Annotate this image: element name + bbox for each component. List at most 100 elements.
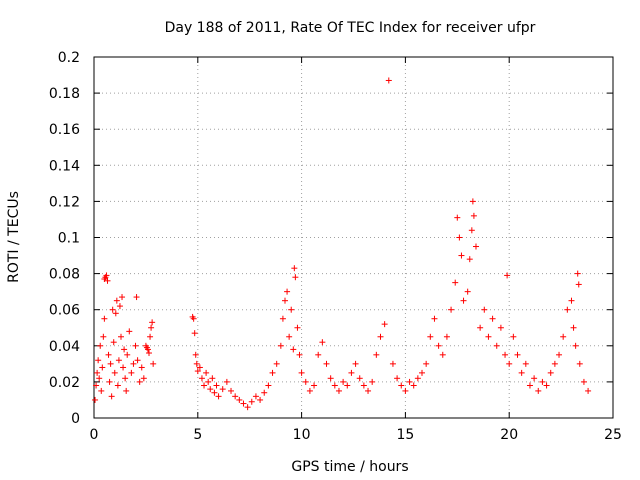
data-point xyxy=(576,360,583,367)
data-point xyxy=(106,378,113,385)
data-point xyxy=(435,342,442,349)
data-point xyxy=(427,333,434,340)
x-tick-label: 15 xyxy=(396,427,414,443)
y-tick-label: 0.02 xyxy=(49,375,80,391)
data-point xyxy=(410,382,417,389)
y-axis-label: ROTI / TECUs xyxy=(6,191,22,283)
data-point xyxy=(419,369,426,376)
data-point xyxy=(95,357,102,364)
data-point xyxy=(377,333,384,340)
data-point xyxy=(111,369,118,376)
y-tick-label: 0.1 xyxy=(58,231,80,247)
data-point xyxy=(439,351,446,358)
data-point xyxy=(107,360,114,367)
data-point xyxy=(104,277,111,284)
data-point xyxy=(452,279,459,286)
data-point xyxy=(464,288,471,295)
data-point xyxy=(120,364,127,371)
data-point xyxy=(518,369,525,376)
y-tick-label: 0.16 xyxy=(49,122,80,138)
data-point xyxy=(232,393,239,400)
data-point xyxy=(414,375,421,382)
data-point xyxy=(211,389,218,396)
data-point xyxy=(252,393,259,400)
data-point xyxy=(236,396,243,403)
data-point xyxy=(119,294,126,301)
data-point xyxy=(323,360,330,367)
data-point xyxy=(207,386,214,393)
data-point xyxy=(311,382,318,389)
data-point xyxy=(352,360,359,367)
data-point xyxy=(585,387,592,394)
data-point xyxy=(192,351,199,358)
data-point xyxy=(344,382,351,389)
data-point xyxy=(113,297,120,304)
data-point xyxy=(288,306,295,313)
data-points xyxy=(92,77,592,411)
data-point xyxy=(493,342,500,349)
data-point xyxy=(564,306,571,313)
data-point xyxy=(248,398,255,405)
y-tick-label: 0.14 xyxy=(49,158,80,174)
data-point xyxy=(497,324,504,331)
y-tick-label: 0.18 xyxy=(49,86,80,102)
data-point xyxy=(456,234,463,241)
data-point xyxy=(402,387,409,394)
data-point xyxy=(134,357,141,364)
data-point xyxy=(97,342,104,349)
data-point xyxy=(290,346,297,353)
data-point xyxy=(132,342,139,349)
data-point xyxy=(281,297,288,304)
data-point xyxy=(296,351,303,358)
data-point xyxy=(292,274,299,281)
data-point xyxy=(556,351,563,358)
data-point xyxy=(385,77,392,84)
data-point xyxy=(423,360,430,367)
data-point xyxy=(190,315,197,322)
data-point xyxy=(136,378,143,385)
data-point xyxy=(535,387,542,394)
data-point xyxy=(298,369,305,376)
x-axis-label: GPS time / hours xyxy=(291,459,408,475)
data-point xyxy=(472,243,479,250)
data-point xyxy=(193,360,200,367)
data-point xyxy=(108,393,115,400)
data-point xyxy=(327,375,334,382)
data-point xyxy=(466,256,473,263)
data-point xyxy=(547,369,554,376)
data-point xyxy=(574,270,581,277)
data-point xyxy=(209,375,216,382)
data-point xyxy=(93,382,100,389)
x-tick-label: 10 xyxy=(293,427,311,443)
data-point xyxy=(286,333,293,340)
data-point xyxy=(294,324,301,331)
data-point xyxy=(522,360,529,367)
data-point xyxy=(575,281,582,288)
y-tick-label: 0.08 xyxy=(49,267,80,283)
data-point xyxy=(284,288,291,295)
data-point xyxy=(454,214,461,221)
chart-title: Day 188 of 2011, Rate Of TEC Index for r… xyxy=(165,20,536,36)
data-point xyxy=(213,382,220,389)
y-tick-label: 0.04 xyxy=(49,339,80,355)
data-point xyxy=(502,351,509,358)
data-point xyxy=(147,333,154,340)
data-point xyxy=(381,321,388,328)
grid xyxy=(94,57,613,418)
data-point xyxy=(568,297,575,304)
data-point xyxy=(389,360,396,367)
data-point xyxy=(514,351,521,358)
data-point xyxy=(123,387,130,394)
data-point xyxy=(398,382,405,389)
data-point xyxy=(526,382,533,389)
data-point xyxy=(504,272,511,279)
data-point xyxy=(98,387,105,394)
data-point xyxy=(96,375,103,382)
data-point xyxy=(196,364,203,371)
data-point xyxy=(360,382,367,389)
data-point xyxy=(100,333,107,340)
data-point xyxy=(99,364,106,371)
data-point xyxy=(373,351,380,358)
data-point xyxy=(365,387,372,394)
y-tick-label: 0.2 xyxy=(58,50,80,66)
